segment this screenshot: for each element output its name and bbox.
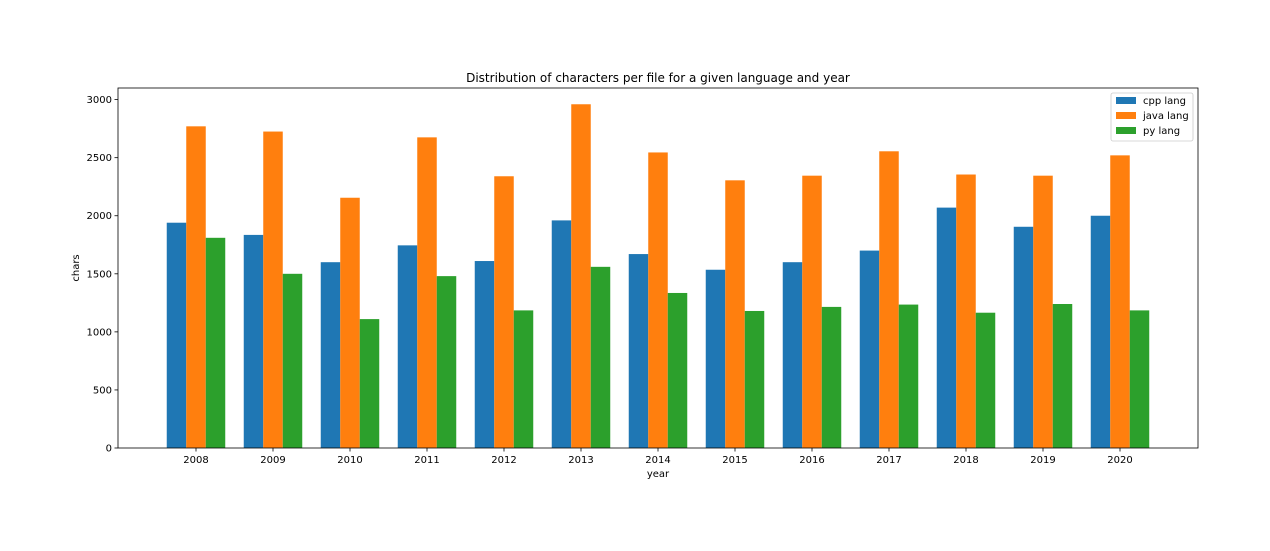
bar-java-lang-2011 [417,137,437,448]
bar-cpp-lang-2010 [320,262,341,448]
bar-java-lang-2014 [648,152,668,449]
legend-swatch [1116,112,1136,119]
bar-java-lang-2017 [879,151,899,448]
bar-py-lang-2019 [1052,304,1073,448]
bar-py-lang-2016 [821,306,842,448]
x-tick-label: 2016 [799,455,824,466]
bar-py-lang-2014 [667,292,688,448]
bar-java-lang-2012 [494,176,514,449]
x-tick-label: 2014 [645,455,670,466]
y-tick-label: 1000 [87,327,112,338]
legend: cpp lang java lang py lang [1110,92,1194,142]
bar-java-lang-2015 [725,180,745,449]
y-tick-label: 0 [106,444,112,455]
legend-label: java lang [1142,111,1189,122]
bar-cpp-lang-2014 [628,254,649,448]
x-tick-label: 2008 [183,455,208,466]
bar-cpp-lang-2017 [859,250,880,448]
bars-group [166,104,1150,449]
x-tick-label: 2011 [414,455,439,466]
bar-java-lang-2010 [340,197,360,448]
bar-py-lang-2012 [513,310,534,448]
bar-py-lang-2009 [282,273,303,448]
y-tick-label: 500 [93,385,112,396]
x-axis-label: year [647,469,670,480]
bar-py-lang-2017 [898,304,919,448]
bar-cpp-lang-2018 [936,207,957,448]
bar-cpp-lang-2011 [397,245,418,448]
bar-py-lang-2018 [975,312,996,448]
x-tick-label: 2013 [568,455,593,466]
bar-cpp-lang-2020 [1090,215,1111,448]
chart-title: Distribution of characters per file for … [466,71,850,85]
x-tick-label: 2020 [1107,455,1132,466]
y-tick-label: 2500 [87,153,112,164]
bar-cpp-lang-2016 [782,262,803,448]
x-tick-label: 2010 [337,455,362,466]
x-tick-label: 2012 [491,455,516,466]
y-tick-label: 3000 [87,95,112,106]
bar-java-lang-2019 [1033,175,1053,448]
bar-cpp-lang-2013 [551,220,572,448]
x-tick-label: 2017 [876,455,901,466]
legend-swatch [1116,127,1136,134]
legend-label: py lang [1143,126,1180,137]
bar-cpp-lang-2009 [243,234,264,448]
x-tick-label: 2009 [260,455,285,466]
bar-py-lang-2011 [436,276,457,448]
bar-cpp-lang-2012 [474,261,495,448]
bar-py-lang-2008 [205,237,226,448]
bar-cpp-lang-2008 [166,222,187,448]
bar-java-lang-2020 [1110,155,1130,448]
bar-py-lang-2013 [590,266,611,448]
plot-frame [117,87,1199,449]
bar-cpp-lang-2019 [1013,226,1034,448]
x-tick-label: 2018 [953,455,978,466]
bar-java-lang-2009 [263,131,283,448]
y-tick-label: 1500 [87,269,112,280]
x-axis-ticks: 2008 2009 2010 2011 2012 2013 2014 2015 2016 2017… [183,448,1133,466]
bar-java-lang-2018 [956,174,976,449]
y-axis-label: chars [71,254,82,281]
bar-py-lang-2020 [1129,310,1150,448]
bar-py-lang-2010 [359,319,380,448]
y-axis-ticks: 0 500 1000 1500 2000 2500 3000 [87,95,118,455]
legend-label: cpp lang [1143,96,1186,107]
bar-py-lang-2015 [744,310,765,448]
x-tick-label: 2019 [1030,455,1055,466]
bar-java-lang-2016 [802,175,822,448]
bar-cpp-lang-2015 [705,269,726,448]
y-tick-label: 2000 [87,211,112,222]
x-tick-label: 2015 [722,455,747,466]
legend-swatch [1116,97,1136,104]
bar-java-lang-2008 [186,126,206,449]
bar-java-lang-2013 [571,104,591,449]
